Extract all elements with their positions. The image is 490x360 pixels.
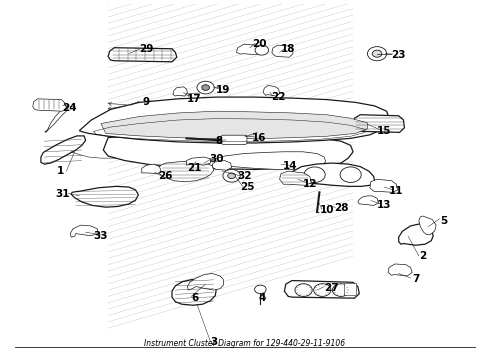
Circle shape — [197, 81, 214, 94]
Polygon shape — [280, 171, 311, 185]
Text: Instrument Cluster Diagram for 129-440-29-11-9106: Instrument Cluster Diagram for 129-440-2… — [145, 338, 345, 348]
Circle shape — [368, 47, 387, 61]
Polygon shape — [284, 280, 359, 298]
Text: 20: 20 — [252, 39, 267, 49]
Text: 31: 31 — [55, 189, 70, 199]
Polygon shape — [186, 157, 210, 165]
Text: 3: 3 — [210, 337, 218, 347]
Circle shape — [228, 173, 235, 179]
Circle shape — [255, 45, 269, 55]
Circle shape — [372, 50, 382, 57]
Circle shape — [255, 285, 266, 294]
Polygon shape — [108, 48, 177, 62]
Text: 27: 27 — [324, 283, 339, 293]
Text: 6: 6 — [191, 293, 198, 303]
Text: 33: 33 — [94, 231, 108, 242]
Polygon shape — [101, 111, 368, 139]
Text: 5: 5 — [441, 216, 448, 226]
Text: 11: 11 — [389, 186, 403, 195]
Polygon shape — [236, 44, 262, 55]
Text: 13: 13 — [377, 200, 392, 210]
Text: 9: 9 — [143, 98, 150, 107]
Text: 19: 19 — [216, 85, 231, 95]
Polygon shape — [70, 225, 98, 237]
FancyBboxPatch shape — [344, 283, 356, 295]
Polygon shape — [79, 97, 389, 143]
Circle shape — [202, 85, 209, 90]
Polygon shape — [370, 179, 398, 192]
Text: 14: 14 — [283, 161, 298, 171]
Polygon shape — [142, 164, 161, 174]
Text: 28: 28 — [334, 203, 348, 213]
FancyBboxPatch shape — [221, 135, 247, 144]
Text: 10: 10 — [319, 205, 334, 215]
Circle shape — [304, 167, 325, 183]
Text: 21: 21 — [187, 163, 202, 173]
Polygon shape — [206, 152, 326, 170]
Text: 4: 4 — [258, 293, 266, 303]
Text: 2: 2 — [419, 251, 426, 261]
Text: 7: 7 — [412, 274, 419, 284]
Circle shape — [223, 170, 240, 182]
Text: 26: 26 — [159, 171, 173, 181]
Text: 1: 1 — [56, 166, 64, 176]
Polygon shape — [263, 85, 280, 96]
Polygon shape — [41, 136, 86, 164]
Polygon shape — [33, 99, 66, 111]
Polygon shape — [419, 216, 436, 235]
Polygon shape — [358, 196, 378, 206]
Circle shape — [295, 284, 312, 296]
Circle shape — [332, 284, 350, 296]
Polygon shape — [353, 115, 404, 132]
Polygon shape — [71, 186, 138, 207]
Text: 16: 16 — [252, 133, 267, 143]
Text: 29: 29 — [139, 45, 154, 54]
Polygon shape — [289, 163, 375, 186]
Polygon shape — [173, 87, 187, 96]
Polygon shape — [103, 134, 353, 170]
Polygon shape — [399, 224, 433, 245]
Polygon shape — [45, 106, 68, 132]
Text: 24: 24 — [62, 103, 77, 113]
Circle shape — [340, 167, 361, 183]
Polygon shape — [388, 264, 412, 276]
Text: 15: 15 — [377, 126, 392, 136]
Polygon shape — [212, 161, 232, 170]
Polygon shape — [187, 274, 223, 290]
Text: 12: 12 — [303, 179, 317, 189]
Text: 23: 23 — [392, 50, 406, 60]
Text: 32: 32 — [238, 171, 252, 181]
Text: 8: 8 — [215, 136, 222, 146]
Text: 22: 22 — [271, 92, 286, 102]
Text: 30: 30 — [209, 154, 223, 164]
Polygon shape — [172, 279, 216, 305]
Polygon shape — [158, 162, 214, 182]
Text: 25: 25 — [240, 182, 255, 192]
Text: 17: 17 — [187, 94, 202, 104]
Circle shape — [314, 284, 331, 296]
Text: 18: 18 — [281, 45, 295, 54]
Polygon shape — [272, 45, 293, 57]
